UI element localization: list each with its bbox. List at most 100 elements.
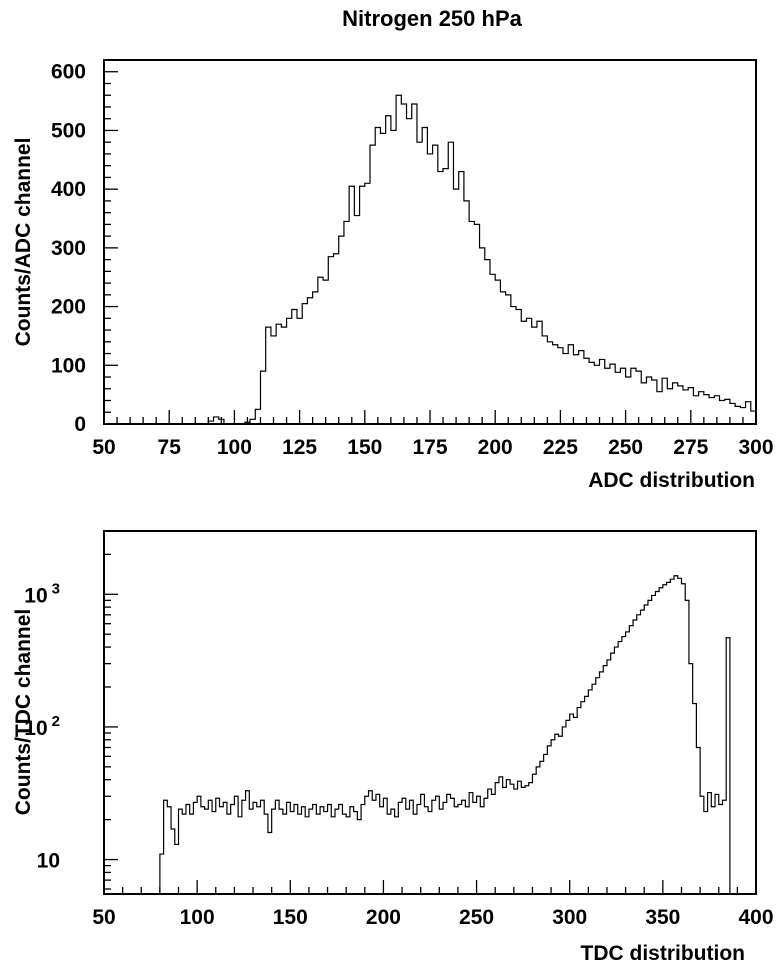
histogram-bin [537, 321, 542, 424]
histogram-bin [417, 142, 422, 424]
histogram-bin [250, 419, 255, 424]
histogram-bin [636, 371, 641, 424]
histogram-bin [626, 632, 630, 894]
histogram-bin [186, 805, 190, 894]
histogram-bin [641, 383, 646, 424]
histogram-bin [600, 672, 604, 894]
histogram-bin [448, 142, 453, 424]
histogram-bin [518, 781, 522, 894]
histogram-bin [443, 802, 447, 894]
histogram-bin [719, 805, 723, 894]
histogram-bin [532, 327, 537, 424]
histogram-bin [305, 817, 309, 894]
histogram-bin [438, 172, 443, 424]
adc-histogram-panel: 50 75 100 125 150 175 200 225 250 275 300 0 100 200 30… [12, 59, 774, 492]
x-tick-label: 200 [366, 906, 401, 929]
histogram-bin [208, 421, 213, 424]
histogram-bin [579, 351, 584, 424]
histogram-bin [681, 584, 685, 894]
y-tick-label: 10 2 [24, 713, 60, 740]
histogram-bin [276, 324, 281, 424]
histogram-bin [641, 610, 645, 894]
histogram-bin [164, 800, 168, 894]
histogram-bin [585, 696, 589, 894]
histogram-bin [380, 807, 384, 894]
histogram-bin [234, 796, 238, 894]
histogram-bin [495, 783, 499, 894]
histogram-bin [361, 805, 365, 894]
histogram-bin [465, 807, 469, 894]
histogram-bin [354, 216, 359, 424]
histogram-bin [480, 807, 484, 894]
histogram-bin [469, 221, 474, 424]
histogram-bin [592, 684, 596, 894]
histogram-bin [212, 812, 216, 894]
histogram-bin [663, 585, 667, 894]
histogram-bin [558, 348, 563, 424]
histogram-bin [657, 392, 662, 424]
histogram-bin [573, 355, 578, 424]
y-tick-label: 200 [51, 296, 86, 319]
x-axis-label: ADC distribution [588, 469, 755, 492]
histogram-bin [380, 133, 385, 424]
x-tick-label: 400 [738, 906, 773, 929]
histogram-bin [307, 298, 312, 424]
histogram-bin [700, 796, 704, 894]
histogram-bin [349, 186, 354, 424]
histogram-bin [715, 794, 719, 894]
y-axis-label: Counts/TDC channel [12, 609, 35, 816]
histogram-bin [615, 372, 620, 424]
histogram-bin [309, 809, 313, 894]
histogram-bin [648, 600, 652, 894]
histogram-bin [428, 812, 432, 894]
histogram-bin [652, 595, 656, 894]
histogram-bin [488, 789, 492, 894]
histogram-bin [313, 805, 317, 894]
histogram-bin [342, 814, 346, 894]
histogram-bin [577, 708, 581, 894]
histogram-bin [704, 812, 708, 894]
histogram-bin [611, 653, 615, 894]
histogram-bin [413, 814, 417, 894]
histogram-bin [294, 805, 298, 894]
histogram-bin [618, 642, 622, 894]
histogram-bin [746, 402, 751, 424]
x-tick-label: 300 [738, 436, 773, 459]
histogram-bin [214, 417, 219, 424]
histogram-bin [584, 358, 589, 424]
histogram-bin [264, 814, 268, 894]
histogram-bin [365, 183, 370, 424]
histogram-bin [197, 796, 201, 894]
histogram-bin [544, 754, 548, 894]
histogram-bin [570, 714, 574, 894]
histogram-bin [401, 104, 406, 424]
histogram-bin [208, 800, 212, 894]
histogram-bin [450, 798, 454, 894]
figure-title: Nitrogen 250 hPa [342, 6, 522, 31]
histogram-bin [344, 221, 349, 424]
histogram-bin [257, 807, 261, 894]
histogram-bin [652, 380, 657, 424]
histogram-bin [667, 389, 672, 424]
histogram-bin [688, 388, 693, 424]
histogram-bin [596, 678, 600, 894]
histogram-bin [607, 660, 611, 894]
histogram-bin [547, 342, 552, 424]
histogram-bin [562, 727, 566, 894]
histogram-bin [396, 95, 401, 424]
histogram-bin [260, 800, 264, 894]
histogram-bin [500, 292, 505, 424]
histogram-bin [566, 720, 570, 894]
histogram-bin [510, 784, 514, 894]
histogram-bin [193, 802, 197, 894]
histogram-bin [751, 411, 756, 424]
histogram-bin [462, 800, 466, 894]
histogram-bin [375, 128, 380, 424]
histogram-bin [205, 809, 209, 894]
histogram-bin [443, 169, 448, 424]
histogram-bin [328, 257, 333, 424]
histogram-bin [589, 362, 594, 424]
histogram-bin [477, 796, 481, 894]
histogram-bin [453, 189, 458, 424]
histogram-bin [563, 354, 568, 424]
